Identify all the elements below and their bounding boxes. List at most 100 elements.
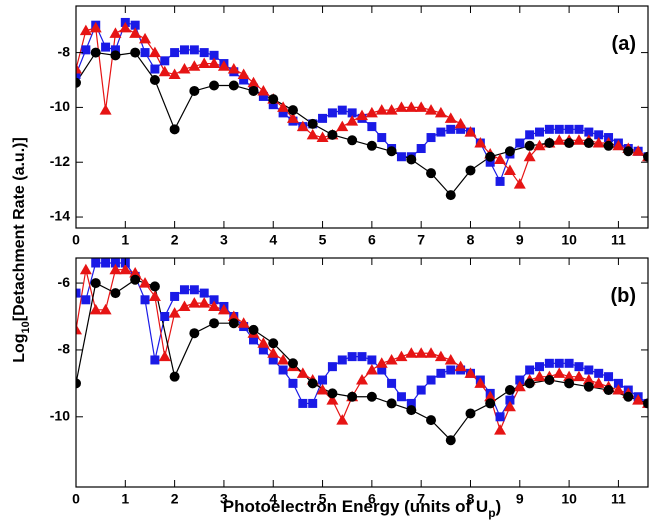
data-point — [79, 263, 92, 275]
data-point — [79, 24, 92, 36]
data-point — [426, 168, 437, 179]
data-point — [584, 365, 594, 375]
x-tick-label: 8 — [467, 232, 475, 248]
data-point — [268, 100, 278, 110]
data-point — [356, 109, 368, 121]
y-label-text: [Detachment Rate (a.u.)] — [11, 137, 28, 321]
data-point — [434, 350, 447, 362]
data-point — [377, 365, 387, 375]
data-point — [346, 115, 359, 126]
data-point — [237, 68, 250, 80]
data-point — [444, 112, 457, 123]
data-point — [178, 63, 191, 74]
plot-area — [76, 258, 648, 446]
data-point — [209, 295, 219, 305]
data-point — [347, 352, 357, 362]
data-point — [396, 392, 406, 402]
data-point — [603, 140, 614, 151]
data-point — [287, 358, 298, 369]
data-point — [592, 377, 605, 388]
plot-frame — [75, 5, 649, 229]
data-point — [525, 365, 535, 375]
panel-label: (a) — [612, 33, 636, 55]
data-point — [160, 56, 170, 66]
data-point — [99, 303, 112, 315]
data-point — [267, 347, 280, 358]
data-point — [504, 146, 515, 157]
data-point — [563, 370, 576, 382]
data-point — [632, 145, 645, 156]
data-point — [326, 394, 339, 405]
data-point — [406, 398, 416, 408]
data-point — [308, 398, 318, 408]
data-point — [140, 48, 150, 58]
data-point — [76, 70, 81, 80]
data-point — [564, 358, 574, 368]
data-point — [584, 127, 594, 137]
data-point — [228, 80, 239, 91]
data-point — [594, 130, 604, 140]
data-point — [523, 150, 536, 162]
data-point — [327, 362, 337, 372]
x-tick-label: 9 — [516, 232, 524, 248]
data-point — [524, 140, 535, 151]
data-point — [109, 27, 122, 38]
data-point — [643, 151, 648, 162]
data-point — [217, 60, 230, 71]
data-point — [465, 408, 476, 419]
data-point — [416, 144, 426, 154]
x-tick-label: 9 — [516, 491, 524, 507]
data-point — [564, 378, 575, 389]
data-point — [426, 415, 437, 426]
series-line — [76, 21, 648, 183]
data-point — [298, 398, 308, 408]
data-point — [316, 131, 329, 143]
data-point — [237, 317, 250, 328]
data-point — [484, 390, 497, 402]
data-point — [416, 385, 426, 395]
data-point — [286, 112, 299, 123]
data-point — [129, 27, 142, 38]
data-point — [110, 288, 121, 299]
x-tick-label: 2 — [171, 491, 179, 507]
data-point — [485, 157, 495, 167]
data-point — [189, 285, 199, 295]
data-point — [406, 405, 417, 416]
data-point — [367, 122, 377, 132]
y-label-text: Log — [11, 333, 28, 362]
data-point — [426, 375, 436, 385]
x-tick-label: 6 — [368, 232, 376, 248]
data-point — [474, 137, 487, 148]
y-tick-label: -8 — [58, 341, 71, 357]
x-tick-label: 7 — [417, 232, 425, 248]
data-point — [553, 134, 566, 145]
data-point — [318, 113, 328, 123]
data-point — [170, 291, 180, 301]
data-point — [544, 375, 555, 386]
data-point — [179, 285, 189, 295]
data-point — [396, 152, 406, 162]
y-tick-label: -6 — [58, 274, 71, 290]
data-point — [583, 138, 594, 149]
data-point — [505, 395, 515, 405]
x-label-text: ) — [496, 497, 502, 516]
data-point — [425, 347, 438, 358]
data-point — [258, 345, 268, 355]
data-point — [209, 80, 220, 91]
data-point — [268, 355, 278, 365]
data-point — [415, 101, 428, 112]
data-point — [594, 368, 604, 378]
data-point — [464, 126, 477, 137]
data-point — [278, 365, 288, 375]
data-point — [494, 153, 507, 164]
y-axis-label: Log10[Detachment Rate (a.u.)] — [11, 137, 32, 363]
data-point — [327, 108, 337, 118]
data-point — [525, 130, 535, 140]
x-tick-label: 7 — [417, 491, 425, 507]
data-point — [544, 358, 554, 368]
data-point — [239, 75, 249, 85]
y-tick-label: -10 — [50, 407, 70, 423]
data-point — [109, 263, 122, 275]
data-point — [306, 128, 319, 140]
